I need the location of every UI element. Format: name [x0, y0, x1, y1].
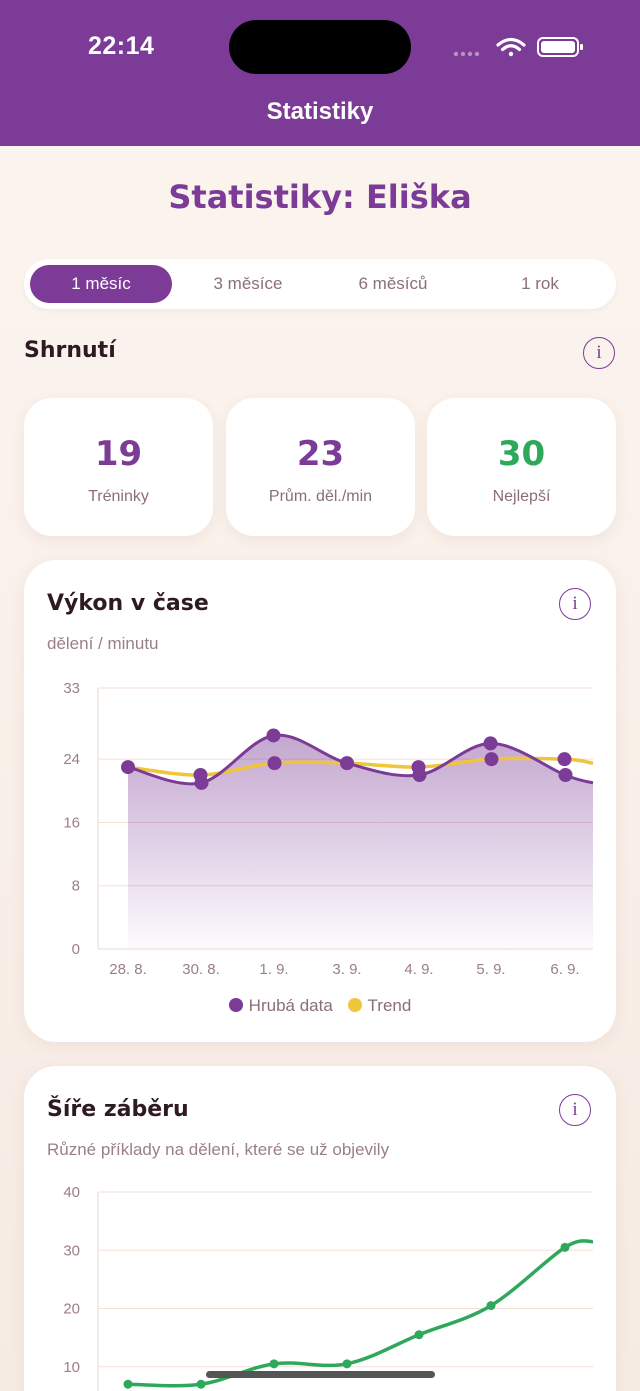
breadth-data-point	[486, 1301, 496, 1311]
raw-data-point	[194, 775, 209, 790]
battery-icon	[537, 37, 583, 57]
summary-title: Shrnutí	[24, 338, 116, 363]
y-tick-label: 40	[63, 1184, 80, 1201]
x-tick-label: 5. 9.	[476, 961, 505, 978]
status-time: 22:14	[88, 32, 155, 60]
raw-data-point	[557, 752, 572, 767]
x-tick-label: 6. 9.	[550, 961, 579, 978]
stat-value: 30	[497, 434, 546, 474]
stat-label: Tréninky	[88, 488, 149, 505]
x-tick-label: 30. 8.	[182, 961, 220, 978]
y-tick-label: 8	[72, 878, 80, 895]
dynamic-island	[229, 20, 411, 74]
raw-area	[128, 735, 593, 949]
performance-info-icon[interactable]: i	[559, 588, 591, 620]
breadth-data-point	[269, 1359, 279, 1369]
page-title: Statistiky: Eliška	[168, 178, 472, 216]
raw-data-point	[483, 736, 498, 751]
stat-value: 19	[94, 434, 143, 474]
raw-data-point	[558, 768, 573, 782]
stat-label: Prům. děl./min	[268, 488, 373, 505]
home-indicator[interactable]	[206, 1371, 435, 1378]
breadth-data-point	[414, 1330, 424, 1340]
nav-title: Statistiky	[266, 98, 374, 125]
y-tick-label: 20	[63, 1301, 80, 1318]
performance-legend: Hrubá data Trend	[24, 996, 616, 1016]
breadth-info-icon[interactable]: i	[559, 1094, 591, 1126]
raw-data-point	[340, 756, 354, 771]
y-tick-label: 33	[63, 680, 80, 697]
x-tick-label: 1. 9.	[259, 961, 288, 978]
x-tick-label: 4. 9.	[404, 961, 433, 978]
range-1-year[interactable]: 1 rok	[521, 274, 559, 293]
y-tick-label: 30	[63, 1242, 80, 1259]
performance-card: Výkon v čase i dělení / minutu 0 8 16 24 33 2…	[24, 560, 616, 1042]
cellular-signal-icon	[453, 51, 480, 57]
raw-data-point	[412, 768, 427, 782]
time-range-selector: 1 měsíc 3 měsíce 6 měsíců 1 rok	[24, 259, 616, 309]
breadth-data-point	[560, 1242, 570, 1252]
stat-card-best: 30 Nejlepší	[427, 398, 616, 536]
range-3-months[interactable]: 3 měsíce	[213, 274, 283, 293]
legend-raw-label: Hrubá data	[248, 996, 333, 1015]
legend-trend: Trend	[347, 996, 412, 1015]
stat-label: Nejlepší	[492, 488, 551, 505]
breadth-card: Šíře záběru i Různé příklady na dělení, …	[24, 1066, 616, 1391]
stat-card-sessions: 19 Tréninky	[24, 398, 213, 536]
y-tick-label: 16	[63, 814, 80, 831]
breadth-subtitle: Různé příklady na dělení, které se už ob…	[47, 1140, 390, 1159]
breadth-data-point	[196, 1379, 206, 1389]
legend-raw: Hrubá data	[228, 996, 333, 1015]
breadth-data-point	[342, 1359, 352, 1369]
raw-data-point	[266, 728, 281, 743]
y-tick-label: 0	[72, 941, 80, 958]
x-tick-label: 3. 9.	[332, 961, 361, 978]
y-tick-label: 10	[63, 1359, 80, 1376]
legend-trend-label: Trend	[367, 996, 412, 1015]
summary-info-icon[interactable]: i	[583, 337, 615, 369]
top-bar: 22:14 Statistiky	[0, 0, 640, 146]
status-icons	[453, 37, 583, 57]
wifi-icon	[496, 37, 526, 57]
y-tick-label: 24	[63, 751, 80, 768]
raw-line	[127, 733, 594, 786]
breadth-data-point	[123, 1379, 133, 1389]
stat-card-average: 23 Prům. děl./min	[226, 398, 415, 536]
breadth-title: Šíře záběru	[47, 1097, 189, 1122]
performance-chart: 0 8 16 24 33 28. 8. 30. 8. 1. 9. 3. 9. 4. 9. 5. 9.…	[63, 680, 594, 978]
stat-value: 23	[296, 434, 345, 474]
breadth-line	[127, 1239, 594, 1388]
legend-trend-dot	[347, 998, 362, 1012]
performance-title: Výkon v čase	[47, 591, 209, 616]
range-1-month[interactable]: 1 měsíc	[30, 265, 172, 303]
legend-raw-dot	[228, 998, 243, 1012]
range-6-months[interactable]: 6 měsíců	[358, 274, 428, 293]
raw-data-point	[121, 760, 135, 775]
raw-data-point	[267, 756, 282, 771]
raw-data-point	[484, 752, 499, 767]
performance-subtitle: dělení / minutu	[47, 634, 159, 653]
breadth-chart: 10 20 30 40	[63, 1184, 594, 1391]
x-tick-label: 28. 8.	[109, 961, 147, 978]
